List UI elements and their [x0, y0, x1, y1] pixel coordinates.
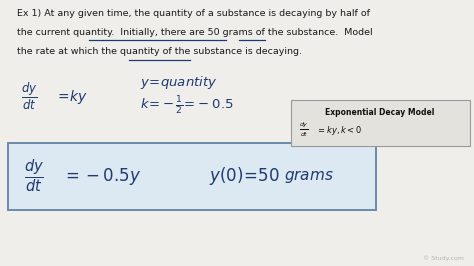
Text: $= -0.5y$: $= -0.5y$: [62, 166, 141, 187]
Text: Exponential Decay Model: Exponential Decay Model: [326, 108, 435, 117]
Text: $k\!=\!-\frac{1}{2}\!=\!-0.5$: $k\!=\!-\frac{1}{2}\!=\!-0.5$: [140, 95, 234, 118]
Text: $y(0)\!=\!50$: $y(0)\!=\!50$: [209, 165, 279, 187]
Text: $\frac{dy}{dt}$: $\frac{dy}{dt}$: [24, 157, 44, 195]
Text: the current quantity.  Initially, there are 50 grams of the substance.  Model: the current quantity. Initially, there a…: [17, 28, 372, 37]
Text: $= ky, k < 0$: $= ky, k < 0$: [316, 124, 362, 137]
Text: © Study.com: © Study.com: [423, 256, 464, 261]
FancyBboxPatch shape: [291, 100, 470, 146]
Text: Ex 1) At any given time, the quantity of a substance is decaying by half of: Ex 1) At any given time, the quantity of…: [17, 9, 370, 18]
Text: $\frac{dy}{dt}$: $\frac{dy}{dt}$: [299, 121, 309, 139]
Text: $\frac{dy}{dt}$: $\frac{dy}{dt}$: [21, 81, 38, 113]
Text: $grams$: $grams$: [284, 168, 334, 185]
FancyBboxPatch shape: [8, 143, 376, 210]
Text: $=\!ky$: $=\!ky$: [55, 88, 88, 106]
Text: the rate at which the quantity of the substance is decaying.: the rate at which the quantity of the su…: [17, 47, 301, 56]
Text: $y\!=\!quantity$: $y\!=\!quantity$: [140, 74, 218, 91]
